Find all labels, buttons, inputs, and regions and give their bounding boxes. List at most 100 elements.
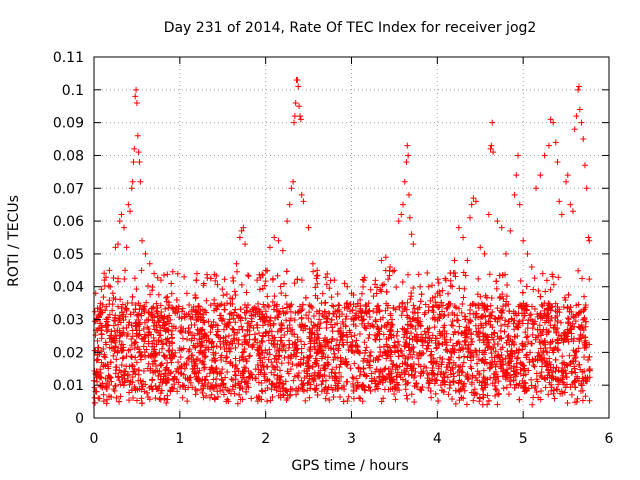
data-point: [210, 384, 217, 391]
data-point: [447, 277, 454, 284]
data-point: [464, 345, 471, 352]
data-point: [336, 327, 343, 334]
data-point: [107, 359, 114, 366]
data-point: [166, 302, 173, 309]
data-point: [406, 335, 413, 342]
data-point: [454, 340, 461, 347]
data-point: [163, 298, 170, 305]
data-point: [236, 234, 243, 241]
data-point: [123, 353, 130, 360]
data-point: [306, 394, 313, 401]
data-point: [389, 363, 396, 370]
data-point: [482, 320, 489, 327]
data-point: [144, 324, 151, 331]
data-point: [155, 291, 162, 298]
data-point: [477, 244, 484, 251]
data-point: [422, 301, 429, 308]
data-point: [291, 280, 298, 287]
chart-title: Day 231 of 2014, Rate Of TEC Index for r…: [164, 20, 537, 36]
data-point: [408, 290, 415, 297]
data-point: [283, 317, 290, 324]
data-point: [406, 347, 413, 354]
data-point: [314, 267, 321, 274]
data-point: [205, 346, 212, 353]
data-point: [426, 378, 433, 385]
data-point: [513, 172, 520, 179]
data-point: [377, 286, 384, 293]
data-point: [161, 313, 168, 320]
data-point: [336, 302, 343, 309]
data-point: [291, 316, 298, 323]
data-point: [341, 304, 348, 311]
data-point: [496, 315, 503, 322]
data-point: [119, 378, 126, 385]
data-point: [516, 396, 523, 403]
data-point: [400, 201, 406, 208]
data-point: [271, 234, 278, 241]
data-point: [300, 360, 307, 367]
x-tick-label: 2: [261, 431, 270, 447]
data-point: [410, 285, 417, 292]
data-point: [446, 360, 453, 367]
data-point: [398, 211, 405, 218]
data-point: [362, 349, 369, 356]
data-point: [401, 359, 408, 366]
data-point: [409, 336, 416, 343]
data-point: [179, 305, 186, 312]
data-point: [333, 364, 340, 371]
data-point: [366, 352, 373, 359]
data-point: [351, 360, 358, 367]
data-point: [387, 310, 394, 317]
data-point: [102, 322, 109, 329]
data-point: [256, 286, 263, 293]
data-point: [510, 368, 517, 375]
data-point: [296, 321, 303, 328]
data-point: [149, 376, 156, 383]
data-point: [482, 375, 489, 382]
data-point: [322, 274, 329, 281]
data-point: [201, 364, 208, 371]
data-point: [242, 241, 249, 248]
data-point: [514, 323, 521, 330]
data-point: [410, 315, 417, 322]
data-point: [168, 351, 175, 358]
data-point: [200, 311, 207, 318]
data-point: [255, 300, 262, 307]
data-point: [344, 283, 351, 290]
data-point: [541, 307, 548, 314]
data-point: [564, 172, 571, 179]
data-point: [131, 145, 138, 152]
data-point: [493, 278, 500, 285]
data-point: [389, 321, 396, 328]
data-point: [372, 318, 379, 325]
data-point: [233, 312, 240, 319]
data-point: [193, 376, 200, 383]
data-point: [213, 343, 220, 350]
data-point: [475, 301, 482, 308]
data-point: [532, 318, 539, 325]
data-point: [168, 290, 175, 297]
data-point: [338, 358, 345, 365]
data-point: [168, 280, 175, 287]
data-point: [197, 357, 204, 364]
data-point: [554, 159, 561, 166]
data-point: [550, 324, 557, 331]
data-point: [165, 304, 172, 311]
data-point: [179, 394, 186, 401]
data-point: [232, 306, 239, 313]
data-point: [133, 330, 140, 337]
data-point: [323, 390, 330, 397]
data-point: [331, 354, 338, 361]
data-point: [220, 315, 227, 322]
data-point: [380, 343, 387, 350]
data-point: [567, 201, 574, 208]
data-point: [192, 391, 199, 398]
data-point: [415, 271, 422, 278]
data-point: [301, 341, 308, 348]
data-point: [116, 377, 123, 384]
data-point: [448, 354, 455, 361]
data-point: [428, 369, 435, 376]
data-point: [408, 322, 415, 329]
data-point: [302, 322, 309, 329]
data-point: [150, 322, 157, 329]
